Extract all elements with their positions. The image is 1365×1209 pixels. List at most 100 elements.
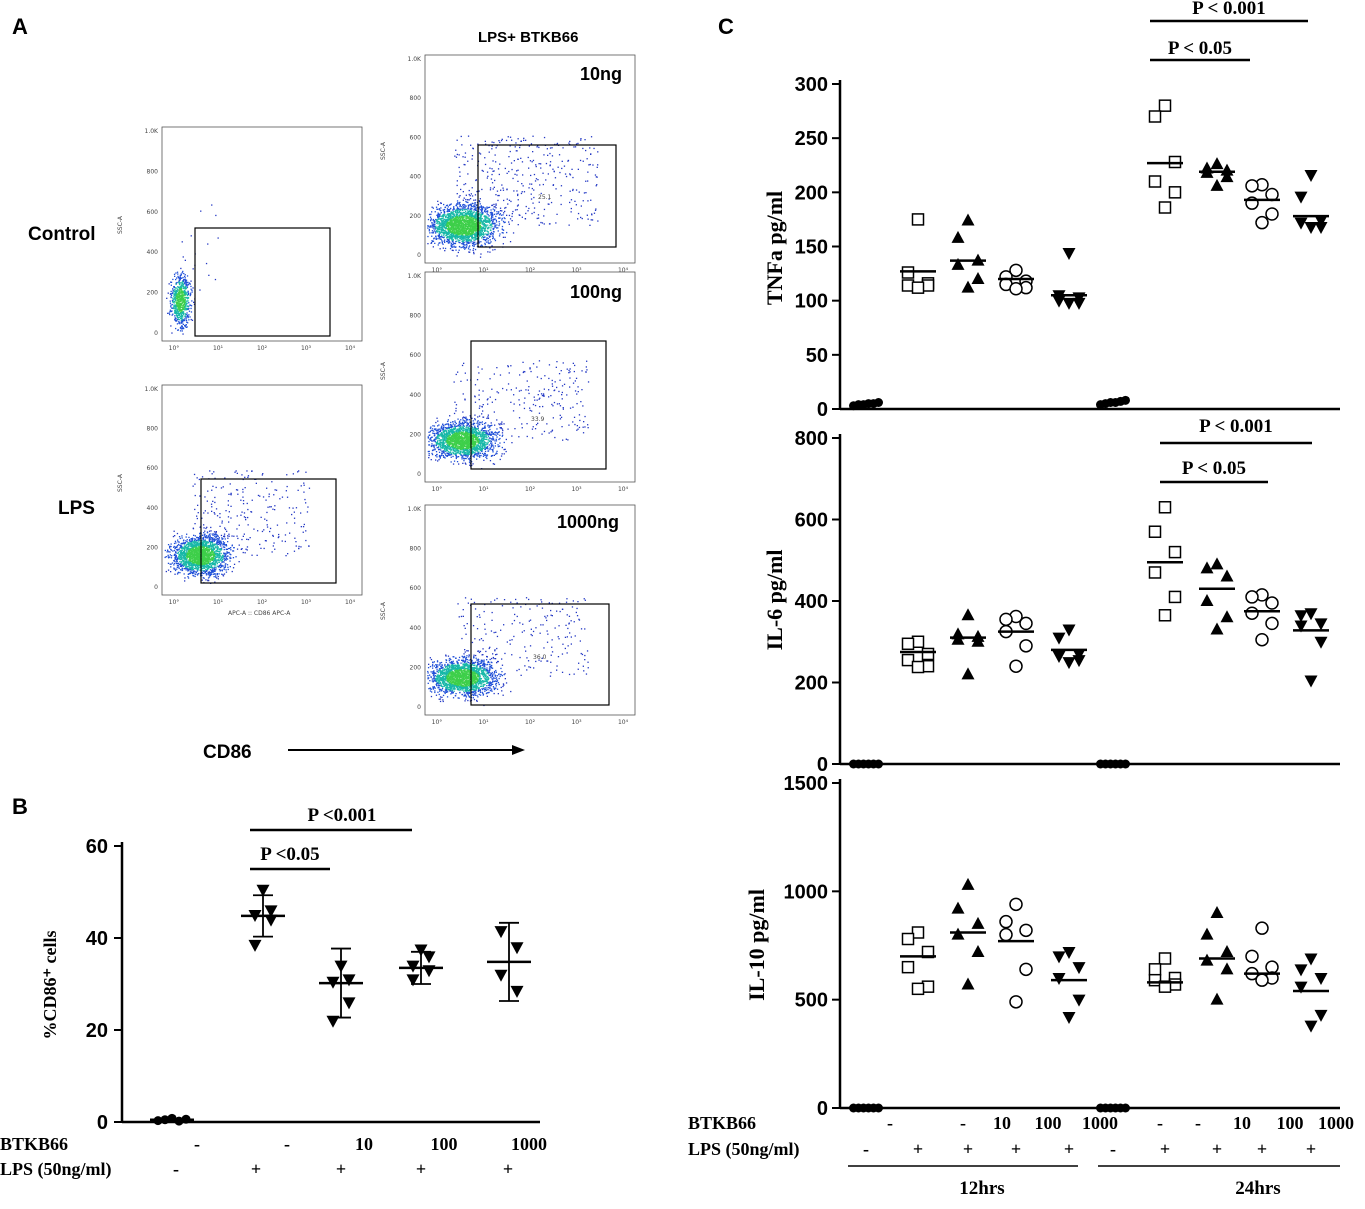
flow-event-dot — [572, 176, 574, 179]
flow-event-dot — [185, 280, 187, 282]
flow-event-dot — [474, 226, 476, 229]
flow-event-dot — [170, 306, 172, 308]
flow-event-dot — [171, 555, 173, 557]
flow-event-dot — [305, 530, 307, 532]
flow-event-dot — [261, 530, 264, 533]
flow-event-dot — [216, 538, 218, 541]
flow-event-dot — [212, 562, 214, 564]
flow-event-dot — [488, 218, 490, 220]
flow-event-dot — [185, 565, 187, 567]
flow-event-dot — [473, 218, 475, 220]
flow-event-dot — [199, 559, 201, 562]
flow-event-dot — [292, 507, 294, 509]
flow-event-dot — [188, 561, 190, 563]
flow-event-dot — [443, 232, 445, 234]
flow-event-dot — [451, 222, 453, 224]
flow-event-dot — [169, 556, 171, 558]
flow-event-dot — [439, 202, 442, 204]
flow-event-dot — [212, 552, 214, 554]
flow-event-dot — [466, 218, 468, 220]
flow-event-dot — [190, 305, 193, 307]
flow-event-dot — [469, 239, 471, 241]
flow-event-dot — [209, 535, 211, 537]
flow-event-dot — [251, 470, 253, 472]
flow-event-dot — [189, 567, 192, 569]
flow-event-dot — [204, 496, 206, 498]
flow-event-dot — [479, 235, 481, 237]
flow-event-dot — [537, 214, 540, 216]
flow-event-dot — [484, 218, 486, 220]
flow-event-dot — [186, 553, 188, 556]
flow-event-dot — [171, 299, 174, 302]
flow-event-dot — [474, 202, 476, 204]
flow-event-dot — [182, 285, 184, 287]
flow-event-dot — [204, 551, 207, 553]
flow-event-dot — [185, 281, 187, 283]
flow-event-dot — [472, 214, 474, 216]
flow-event-dot — [467, 217, 469, 219]
flow-event-dot — [175, 555, 177, 558]
flow-event-dot — [203, 577, 205, 579]
flow-event-dot — [206, 555, 208, 558]
flow-event-dot — [462, 219, 464, 221]
flow-event-dot — [217, 546, 219, 548]
flow-event-dot — [475, 220, 477, 223]
flow-event-dot — [198, 563, 200, 566]
flow-event-dot — [174, 540, 177, 542]
flow-event-dot — [474, 215, 476, 217]
flow-event-dot — [452, 217, 454, 219]
flow-event-dot — [475, 209, 477, 211]
flow-event-dot — [180, 302, 182, 304]
flow-event-dot — [197, 540, 199, 542]
flow-event-dot — [467, 226, 470, 228]
flow-event-dot — [456, 232, 458, 234]
flow-event-dot — [448, 240, 450, 242]
flow-event-dot — [216, 565, 218, 567]
flow-event-dot — [268, 493, 270, 495]
flow-event-dot — [225, 563, 227, 565]
flow-event-dot — [178, 312, 180, 315]
flow-event-dot — [240, 499, 242, 501]
flow-event-dot — [432, 232, 434, 234]
flow-event-dot — [268, 495, 270, 498]
flow-event-dot — [543, 136, 546, 139]
flow-event-dot — [446, 223, 449, 225]
flow-event-dot — [436, 222, 438, 224]
flow-event-dot — [187, 577, 190, 579]
flow-event-dot — [181, 322, 183, 324]
flow-event-dot — [196, 552, 199, 554]
flow-event-dot — [177, 305, 179, 308]
flow-event-dot — [306, 511, 309, 513]
flow-event-dot — [175, 327, 177, 330]
flow-event-dot — [211, 541, 213, 543]
flow-event-dot — [288, 507, 291, 509]
flow-event-dot — [209, 574, 212, 577]
flow-event-dot — [182, 295, 184, 297]
flow-event-dot — [470, 222, 472, 224]
flow-event-dot — [199, 555, 201, 557]
flow-event-dot — [483, 215, 485, 217]
flow-event-dot — [224, 565, 226, 567]
flow-event-dot — [208, 549, 210, 552]
flow-event-dot — [176, 549, 178, 551]
flow-event-dot — [204, 510, 206, 512]
flow-event-dot — [189, 552, 191, 554]
flow-event-dot — [224, 546, 226, 548]
flow-event-dot — [227, 516, 230, 518]
flow-event-dot — [457, 202, 459, 204]
flow-event-dot — [183, 293, 185, 295]
row-label-lps: LPS — [58, 498, 95, 519]
flow-event-dot — [484, 157, 486, 159]
flow-event-dot — [214, 563, 216, 565]
flow-event-dot — [460, 208, 462, 210]
flow-event-dot — [208, 576, 211, 578]
flow-event-dot — [184, 566, 187, 568]
flow-event-dot — [467, 160, 469, 162]
flow-event-dot — [205, 568, 207, 571]
flow-event-dot — [473, 221, 475, 223]
flow-event-dot — [242, 500, 245, 502]
flow-event-dot — [170, 290, 172, 293]
flow-event-dot — [196, 556, 199, 559]
flow-event-dot — [174, 535, 176, 537]
flow-event-dot — [449, 204, 451, 206]
